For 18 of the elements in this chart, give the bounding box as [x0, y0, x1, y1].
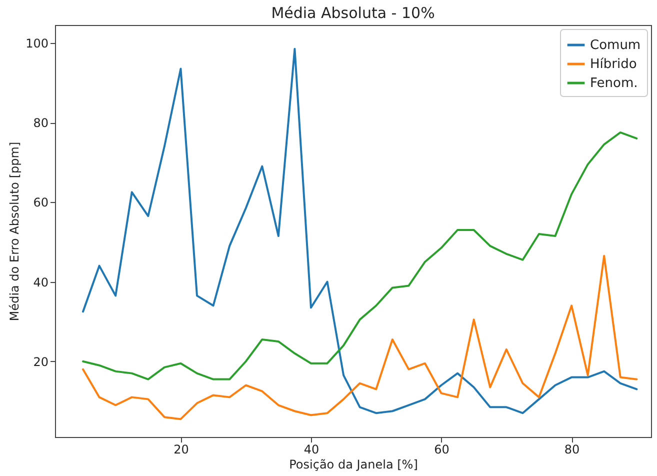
legend-label: Comum — [590, 38, 641, 53]
x-tick-label: 20 — [174, 442, 189, 456]
y-tick-label: 80 — [33, 116, 48, 130]
y-tick-label: 100 — [26, 36, 48, 50]
line-series — [82, 131, 638, 380]
x-tick-label: 80 — [564, 442, 580, 456]
chart-title: Média Absoluta - 10% — [271, 4, 435, 22]
x-tick-label: 60 — [434, 442, 450, 456]
y-tick-label: 60 — [33, 196, 48, 210]
y-tick-label: 20 — [33, 354, 48, 369]
y-tick-label: 40 — [33, 275, 48, 290]
x-axis-title: Posição da Janela [%] — [289, 458, 418, 472]
y-axis-title: Média do Erro Absoluto [ppm] — [8, 142, 22, 322]
legend-label: Híbrido — [590, 57, 637, 72]
x-tick-label: 40 — [304, 442, 320, 456]
line-series — [82, 254, 638, 420]
legend-label: Fenom. — [590, 76, 638, 91]
line-series — [82, 48, 638, 414]
